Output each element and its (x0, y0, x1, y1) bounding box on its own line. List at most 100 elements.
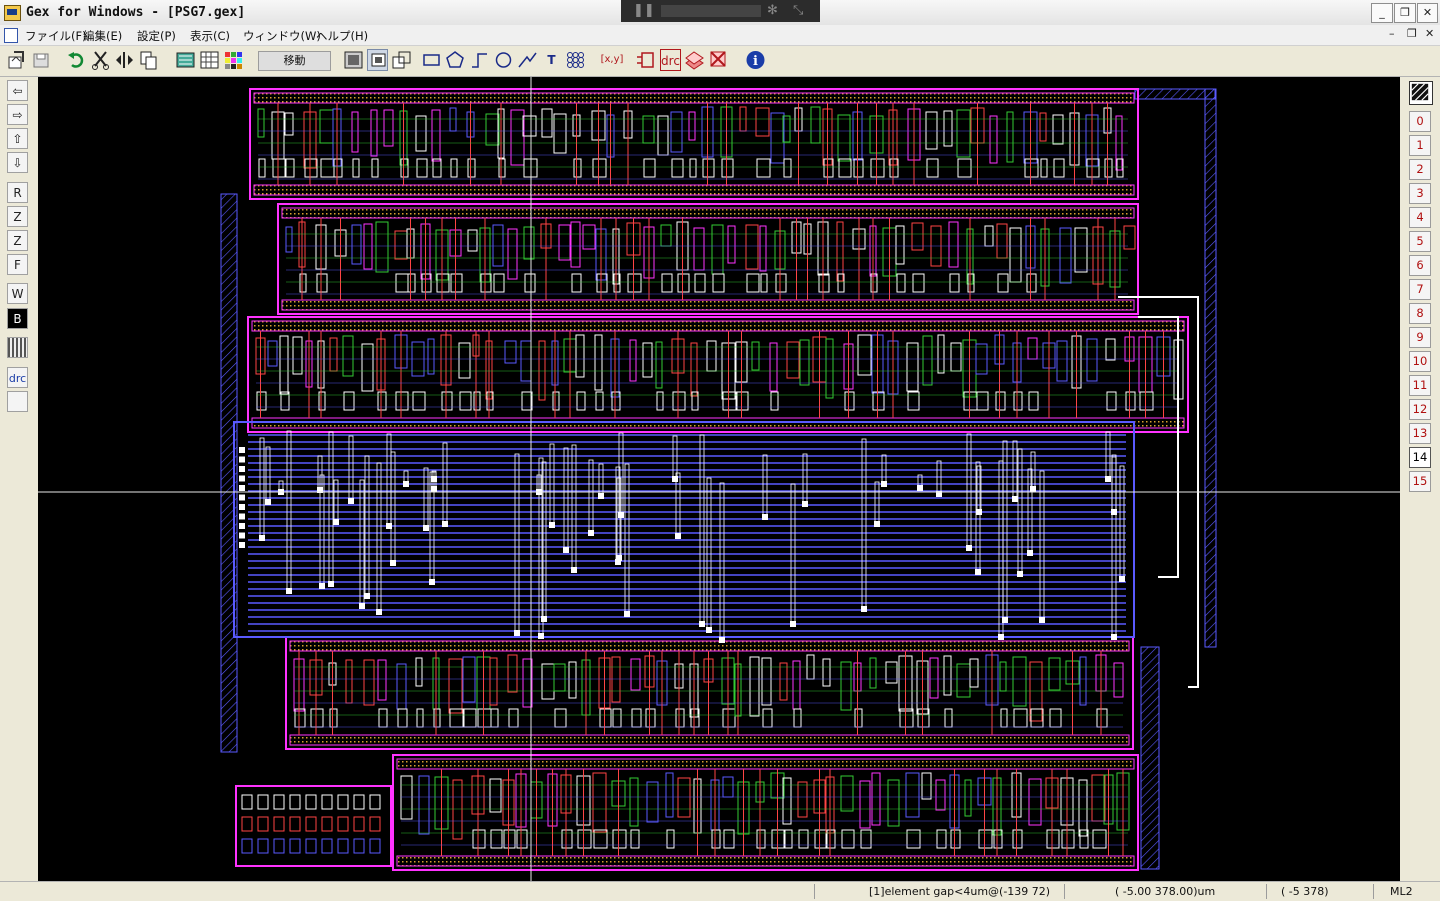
mirror-icon[interactable] (114, 49, 135, 71)
layer-button-12[interactable]: 12 (1409, 399, 1431, 420)
undo-icon[interactable] (66, 49, 87, 71)
library-icon[interactable] (175, 49, 196, 71)
menu-edit[interactable]: 編集(E) (83, 29, 123, 43)
via-marker (403, 481, 409, 487)
pause-icon[interactable]: ❚❚ (633, 3, 655, 18)
contact-shape (280, 391, 290, 411)
close-button[interactable]: ✕ (1417, 3, 1438, 23)
pattern-icon[interactable] (7, 337, 28, 358)
cell-row-2 (247, 316, 1189, 433)
contact-shape (596, 273, 608, 293)
transistor-shape (761, 657, 772, 706)
layer-button-10[interactable]: 10 (1409, 351, 1431, 372)
drc-clear-icon[interactable] (7, 391, 28, 412)
layer-button-5[interactable]: 5 (1409, 231, 1431, 252)
app-icon[interactable] (4, 5, 21, 21)
gear-icon[interactable]: ✻ (767, 3, 778, 18)
menu-settings[interactable]: 設定(P) (137, 29, 176, 43)
contact-shape (294, 708, 306, 728)
layer-button-11[interactable]: 11 (1409, 375, 1431, 396)
white-background-icon[interactable]: W (7, 283, 28, 304)
arrow-left-icon[interactable]: ⇦ (7, 80, 28, 101)
hatch-pattern-icon[interactable] (1409, 81, 1433, 105)
array-icon[interactable] (565, 49, 586, 71)
vertical-route (1002, 440, 1008, 622)
mdi-minimize-button[interactable]: – (1389, 27, 1395, 40)
zoom-in-icon[interactable]: Z (7, 206, 28, 227)
layer-button-2[interactable]: 2 (1409, 159, 1431, 180)
contact-shape (691, 391, 699, 411)
minimize-button[interactable]: _ (1371, 3, 1393, 23)
circle-icon[interactable] (493, 49, 514, 71)
grid-icon[interactable] (199, 49, 220, 71)
select-icon[interactable] (367, 49, 388, 71)
layer-button-6[interactable]: 6 (1409, 255, 1431, 276)
transistor-shape (523, 226, 535, 260)
zoom-redraw-icon[interactable]: R (7, 182, 28, 203)
contact-shape (441, 391, 453, 411)
layer-button-7[interactable]: 7 (1409, 279, 1431, 300)
transistor-shape (706, 340, 717, 372)
layer-button-1[interactable]: 1 (1409, 135, 1431, 156)
coordinate-icon[interactable]: [x,y] (600, 54, 624, 65)
palette-icon[interactable] (223, 49, 244, 71)
transistor-shape (558, 224, 571, 261)
path-icon[interactable] (469, 49, 490, 71)
via-marker (549, 522, 555, 528)
drc-icon[interactable]: drc (660, 49, 681, 71)
text-icon[interactable]: T (547, 53, 556, 67)
layer-button-14[interactable]: 14 (1409, 447, 1431, 468)
cut-icon[interactable] (90, 49, 111, 71)
black-background-icon[interactable]: B (7, 308, 28, 329)
layer-icon[interactable] (684, 49, 705, 71)
layout-canvas[interactable] (38, 77, 1400, 881)
cell-icon[interactable] (636, 49, 657, 71)
transistor-shape (319, 109, 334, 144)
contact-shape (926, 158, 939, 178)
layer-button-3[interactable]: 3 (1409, 183, 1431, 204)
drc-run-icon[interactable]: drc (7, 367, 28, 388)
io-cell (289, 816, 301, 832)
copy-icon[interactable] (138, 49, 159, 71)
maximize-button[interactable]: ❐ (1394, 3, 1416, 23)
layer-button-4[interactable]: 4 (1409, 207, 1431, 228)
mdi-restore-button[interactable]: ❐ (1407, 27, 1417, 40)
layer-button-15[interactable]: 15 (1409, 471, 1431, 492)
mdi-close-button[interactable]: ✕ (1425, 27, 1435, 40)
transistor-shape (956, 109, 971, 158)
contact-shape (672, 391, 686, 411)
open-icon[interactable] (6, 49, 27, 71)
layer-button-9[interactable]: 9 (1409, 327, 1431, 348)
io-cell (369, 838, 381, 854)
transistor-shape (989, 115, 998, 164)
erase-icon[interactable] (708, 49, 729, 71)
arrow-right-icon[interactable]: ⇨ (7, 104, 28, 125)
arrow-down-icon[interactable]: ⇩ (7, 152, 28, 173)
zoom-out-icon[interactable]: Z (7, 230, 28, 251)
transistor-shape (361, 343, 374, 392)
menu-file[interactable]: ファイル(F) (25, 29, 87, 43)
menu-help[interactable]: ヘルプ(H) (316, 29, 369, 43)
select-multi-icon[interactable] (391, 49, 412, 71)
collapse-icon[interactable]: ⤡ (793, 3, 804, 18)
save-icon[interactable] (31, 49, 52, 71)
arrow-up-icon[interactable]: ⇧ (7, 128, 28, 149)
transistor-shape (611, 656, 621, 703)
info-icon[interactable]: i (745, 49, 766, 71)
rectangle-icon[interactable] (421, 49, 442, 71)
layer-button-13[interactable]: 13 (1409, 423, 1431, 444)
document-icon[interactable] (4, 28, 18, 43)
menu-window[interactable]: ウィンドウ(W) (243, 29, 321, 43)
via-marker (917, 485, 923, 491)
select-area-icon[interactable] (343, 49, 364, 71)
transistor-shape (1079, 656, 1087, 706)
transistor-shape (415, 115, 427, 152)
layer-button-0[interactable]: 0 (1409, 111, 1431, 132)
zoom-fit-icon[interactable]: F (7, 254, 28, 275)
polygon-icon[interactable] (445, 49, 466, 71)
menu-view[interactable]: 表示(C) (190, 29, 231, 43)
transistor-shape (859, 780, 871, 829)
layer-button-8[interactable]: 8 (1409, 303, 1431, 324)
line-icon[interactable] (517, 49, 538, 71)
contact-shape (592, 158, 607, 178)
